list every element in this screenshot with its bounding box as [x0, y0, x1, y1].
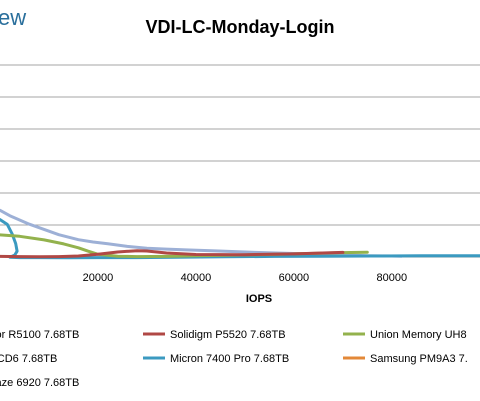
x-axis-label: IOPS [246, 293, 272, 305]
legend-label: Samsung PM9A3 7. [370, 353, 468, 365]
x-tick-label: 80000 [377, 272, 408, 284]
legend: stor R5100 7.68TB Solidigm P5520 7.68TB Un… [0, 329, 468, 389]
legend-label: Solidigm P5520 7.68TB [170, 329, 286, 341]
x-tick-label: 40000 [181, 272, 212, 284]
legend-label: Micron 7400 Pro 7.68TB [170, 353, 289, 365]
series-lines [0, 208, 480, 260]
x-tick-labels: 20000 40000 60000 80000 [83, 272, 407, 284]
series-line [0, 249, 345, 259]
legend-label: blaze 6920 7.68TB [0, 377, 79, 389]
x-tick-label: 60000 [279, 272, 310, 284]
gridlines [0, 64, 480, 226]
legend-label: stor R5100 7.68TB [0, 329, 79, 341]
logo-text: ew [0, 5, 26, 30]
chart-title: VDI-LC-Monday-Login [146, 17, 335, 37]
legend-label: Union Memory UH8 [370, 329, 467, 341]
series-line [0, 208, 404, 258]
legend-label: A CD6 7.68TB [0, 353, 57, 365]
x-tick-label: 20000 [83, 272, 114, 284]
